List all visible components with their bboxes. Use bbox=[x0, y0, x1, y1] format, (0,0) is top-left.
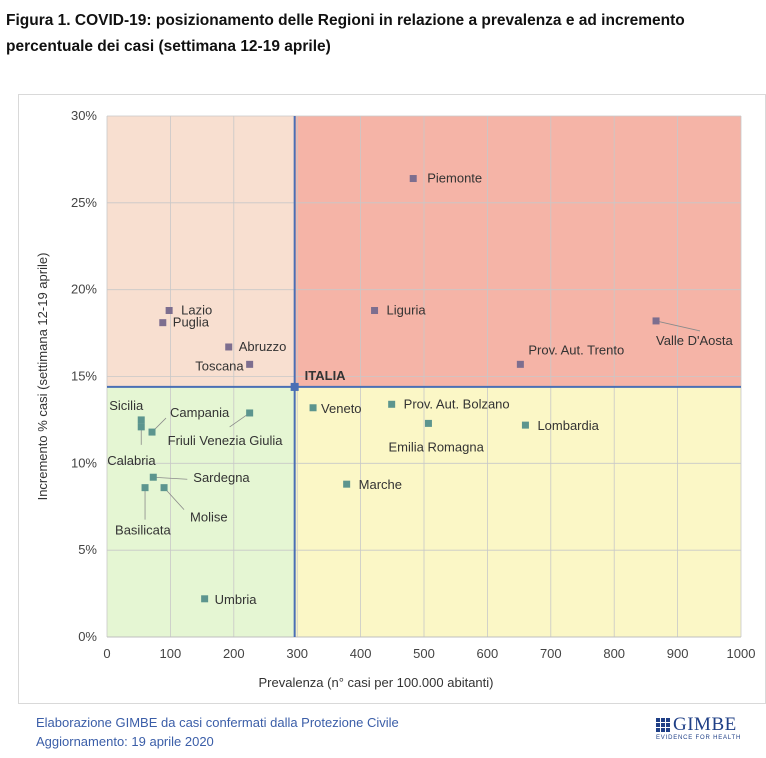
quadrant-top-right bbox=[294, 116, 741, 387]
y-axis-title: Incremento % casi (settimana 12-19 april… bbox=[35, 253, 50, 501]
region-marker bbox=[371, 307, 379, 315]
label-leader-line bbox=[163, 487, 185, 510]
region-marker bbox=[165, 307, 173, 315]
region-label: Marche bbox=[359, 477, 402, 492]
x-tick-label: 700 bbox=[540, 646, 562, 661]
y-tick-label: 25% bbox=[71, 195, 97, 210]
region-label: Toscana bbox=[195, 358, 244, 373]
region-marker bbox=[652, 317, 660, 325]
region-label: Prov. Aut. Trento bbox=[528, 342, 624, 357]
region-label: Emilia Romagna bbox=[388, 439, 484, 454]
region-label: Lombardia bbox=[537, 418, 599, 433]
region-marker bbox=[309, 404, 317, 412]
region-label: Puglia bbox=[173, 315, 210, 330]
x-tick-label: 200 bbox=[223, 646, 245, 661]
region-label: Prov. Aut. Bolzano bbox=[404, 396, 510, 411]
region-label: Liguria bbox=[387, 303, 427, 318]
region-label: Lazio bbox=[181, 303, 212, 318]
x-tick-label: 0 bbox=[103, 646, 110, 661]
source-line: Elaborazione GIMBE da casi confermati da… bbox=[36, 715, 399, 730]
region-marker bbox=[246, 360, 254, 368]
x-tick-label: 600 bbox=[477, 646, 499, 661]
region-label: Basilicata bbox=[115, 523, 171, 538]
x-tick-label: 500 bbox=[413, 646, 435, 661]
region-label: Sardegna bbox=[193, 470, 250, 485]
update-line: Aggiornamento: 19 aprile 2020 bbox=[36, 734, 214, 749]
region-marker bbox=[521, 421, 529, 429]
region-marker bbox=[388, 400, 396, 408]
region-marker bbox=[516, 360, 524, 368]
scatter-chart: 0 100 200 300 400 500 600 700 800 900 1000 0% 5% 10% 1… bbox=[35, 108, 756, 690]
y-tick-label: 5% bbox=[78, 542, 97, 557]
region-label: Abruzzo bbox=[239, 339, 287, 354]
y-tick-label: 20% bbox=[71, 282, 97, 297]
quadrant-top-left bbox=[107, 116, 295, 387]
region-marker bbox=[141, 484, 149, 492]
region-label: Friuli Venezia Giulia bbox=[168, 433, 284, 448]
region-marker bbox=[424, 419, 432, 427]
x-tick-label: 400 bbox=[350, 646, 372, 661]
region-label: Molise bbox=[190, 510, 228, 525]
label-leader-line bbox=[153, 476, 188, 480]
region-marker bbox=[343, 480, 351, 488]
region-marker bbox=[160, 484, 168, 492]
x-tick-label: 900 bbox=[667, 646, 689, 661]
x-tick-label: 100 bbox=[160, 646, 182, 661]
source-note: Elaborazione GIMBE da casi confermati da… bbox=[36, 713, 399, 751]
region-label: Piemonte bbox=[427, 171, 482, 186]
label-leader-line bbox=[655, 320, 701, 332]
region-label: Campania bbox=[170, 405, 230, 420]
y-tick-label: 0% bbox=[78, 629, 97, 644]
x-axis-title: Prevalenza (n° casi per 100.000 abitanti… bbox=[258, 675, 493, 690]
gimbe-logo: GIMBE EVIDENCE FOR HEALTH bbox=[656, 714, 746, 746]
region-marker bbox=[246, 409, 254, 417]
y-tick-label: 30% bbox=[71, 108, 97, 123]
region-label: Umbria bbox=[215, 592, 258, 607]
region-marker bbox=[149, 473, 157, 481]
italia-marker bbox=[290, 382, 299, 391]
region-marker bbox=[137, 423, 145, 431]
logo-name: GIMBE bbox=[673, 714, 737, 735]
x-tick-label: 800 bbox=[603, 646, 625, 661]
y-tick-label: 10% bbox=[71, 455, 97, 470]
region-label: Valle D'Aosta bbox=[656, 333, 733, 348]
quadrant-bottom-right bbox=[294, 386, 741, 637]
region-marker bbox=[409, 175, 417, 183]
region-marker bbox=[148, 428, 156, 436]
region-label: Sicilia bbox=[109, 398, 144, 413]
x-tick-label: 300 bbox=[286, 646, 308, 661]
region-marker bbox=[201, 595, 209, 603]
logo-tagline: EVIDENCE FOR HEALTH bbox=[656, 735, 742, 741]
region-marker bbox=[225, 343, 233, 351]
chart-area: 0 100 200 300 400 500 600 700 800 900 1000 0% 5% 10% 1… bbox=[18, 94, 766, 704]
y-tick-label: 15% bbox=[71, 369, 97, 384]
region-label: Veneto bbox=[321, 401, 362, 416]
region-marker bbox=[137, 416, 145, 424]
figure-title: Figura 1. COVID-19: posizionamento delle… bbox=[6, 12, 685, 55]
italia-label: ITALIA bbox=[305, 368, 347, 383]
region-marker bbox=[159, 319, 167, 327]
grid-logo-icon bbox=[656, 718, 670, 732]
x-tick-label: 1000 bbox=[727, 646, 756, 661]
region-label: Calabria bbox=[107, 453, 156, 468]
